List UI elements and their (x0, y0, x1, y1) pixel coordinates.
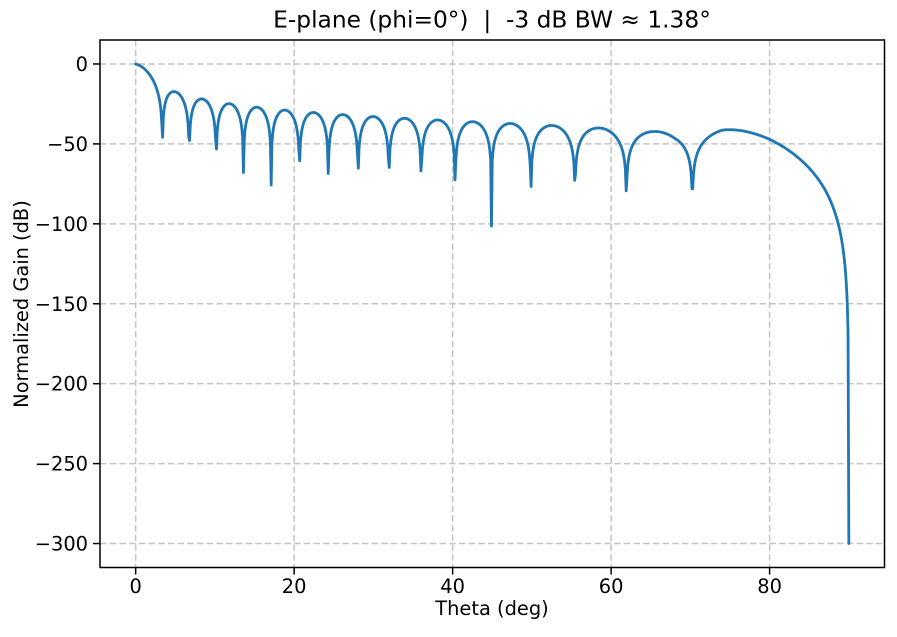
y-tick-label: −150 (35, 293, 88, 316)
x-tick-label: 40 (440, 575, 465, 598)
gain-curve (134, 62, 851, 545)
grid-layer (100, 40, 885, 568)
y-tick-label: −100 (35, 213, 88, 236)
axes-layer: 0 20 40 60 80 0 −50 −100 −150 −200 −250 −300 (35, 39, 886, 598)
x-tick-label: 0 (129, 575, 141, 598)
y-tick-label: −250 (35, 453, 88, 476)
chart-title: E-plane (phi=0°) | -3 dB BW ≈ 1.38° (273, 7, 711, 34)
x-tick-label: 60 (599, 575, 624, 598)
y-tick-label: −300 (35, 533, 88, 556)
x-tick-label: 80 (757, 575, 782, 598)
y-axis-label: Normalized Gain (dB) (10, 200, 33, 408)
y-tick-label: 0 (76, 53, 88, 76)
x-tick-label: 20 (282, 575, 307, 598)
axes-spines (99, 39, 886, 569)
curve-layer (134, 62, 851, 545)
y-tick-label: −50 (47, 133, 88, 156)
x-axis-label: Theta (deg) (434, 597, 548, 620)
y-tick-label: −200 (35, 373, 88, 396)
